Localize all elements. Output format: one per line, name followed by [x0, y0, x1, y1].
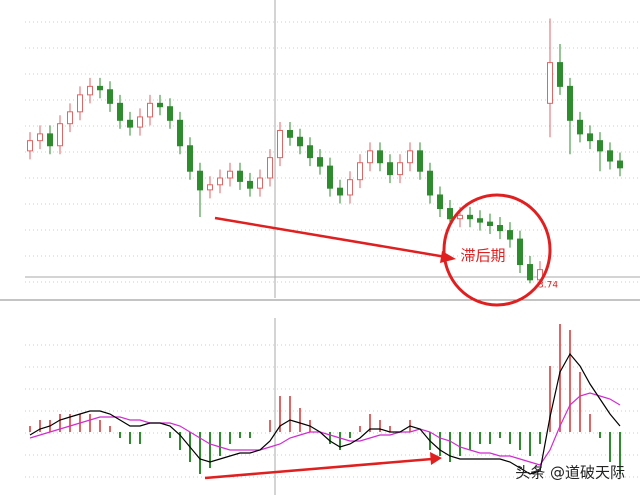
candle-body — [427, 170, 433, 196]
candle-body — [357, 162, 363, 181]
candle-body — [577, 119, 583, 135]
arrow — [214, 216, 447, 259]
candle-body — [447, 208, 453, 220]
dif-line — [29, 352, 621, 475]
candle-body — [117, 102, 123, 121]
candle-body — [487, 221, 493, 227]
arrow-head — [430, 452, 442, 465]
candle-body — [517, 238, 523, 266]
candle-body — [217, 177, 223, 186]
candle-body — [147, 102, 153, 118]
candle-body — [257, 177, 263, 189]
candle-body — [177, 119, 183, 147]
candle-body — [437, 194, 443, 210]
dea-line — [29, 392, 621, 466]
candle-body — [237, 170, 243, 182]
candle-body — [267, 157, 273, 179]
candle-body — [367, 150, 373, 164]
candle-body — [467, 214, 473, 220]
candle-body — [527, 264, 533, 281]
candle-body — [497, 225, 503, 232]
candle-body — [607, 150, 613, 162]
candle-body — [47, 133, 53, 147]
candle-body — [307, 145, 313, 159]
highlight-circle — [442, 193, 552, 307]
candle-body — [127, 119, 133, 128]
candle-body — [77, 94, 83, 113]
candle-body — [587, 133, 593, 142]
candle-body — [337, 187, 343, 196]
candle-body — [247, 180, 253, 189]
low-label: 3.74 — [538, 281, 558, 291]
candle-body — [67, 111, 73, 125]
candle-body — [417, 150, 423, 172]
arrow-head — [440, 251, 456, 263]
candle-body — [97, 85, 103, 91]
candle-body — [37, 133, 43, 142]
candle-body — [547, 62, 553, 104]
candle-body — [207, 184, 213, 191]
candle-body — [557, 62, 563, 87]
candle-body — [507, 230, 513, 240]
candle-body — [57, 123, 63, 147]
candle-body — [157, 102, 163, 108]
candle-body — [187, 145, 193, 172]
candle-body — [327, 165, 333, 189]
candle-body — [107, 89, 113, 104]
watermark: 头条 @道破天际 — [515, 464, 625, 482]
candle-body — [317, 157, 323, 167]
candle-body — [387, 162, 393, 176]
candle-body — [397, 162, 403, 176]
candle-body — [567, 85, 573, 121]
candle-body — [227, 170, 233, 179]
candle-body — [377, 150, 383, 164]
candle-body — [297, 136, 303, 147]
candle-body — [137, 116, 143, 128]
annotation: 滞后期 — [460, 247, 505, 265]
candle-body — [477, 218, 483, 223]
arrow — [204, 457, 433, 480]
candle-body — [347, 179, 353, 196]
candle-body — [27, 140, 33, 152]
candle-body — [197, 170, 203, 191]
candle-body — [597, 140, 603, 152]
candle-body — [617, 160, 623, 169]
candle-body — [457, 214, 463, 220]
candle-body — [167, 106, 173, 121]
candle-body — [87, 85, 93, 96]
candle-body — [287, 129, 293, 138]
annotations: 滞后期 头条 @道破天际 — [204, 193, 625, 482]
candle-body — [407, 150, 413, 164]
candle-body — [277, 129, 283, 159]
